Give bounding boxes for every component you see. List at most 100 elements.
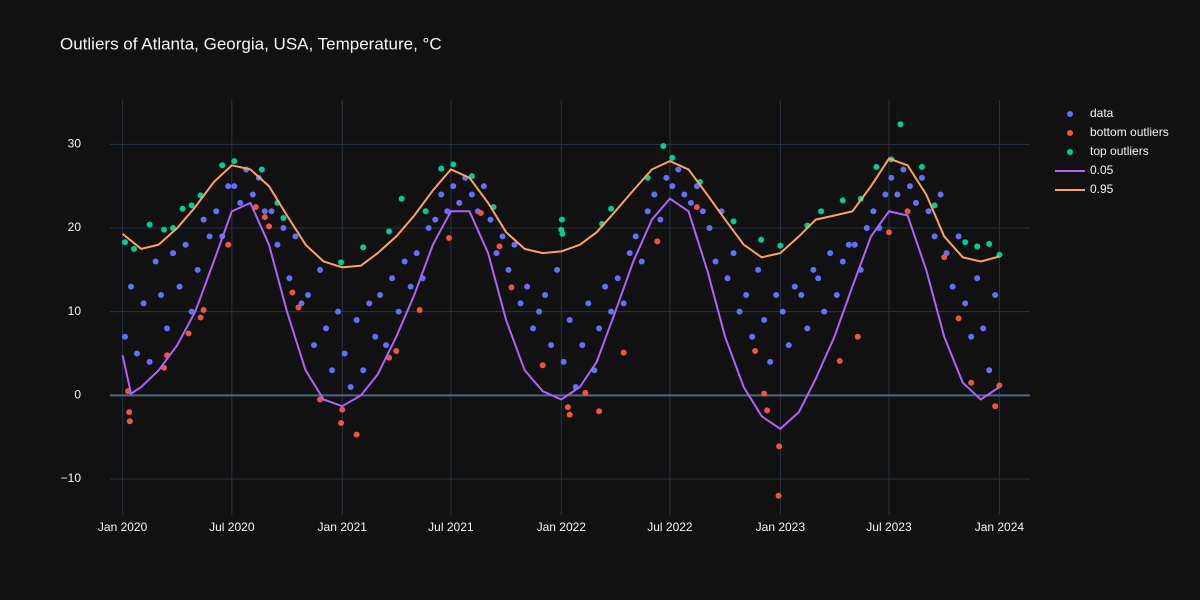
point: [347, 383, 354, 390]
point: [176, 283, 183, 290]
x-tick-label: Jul 2020: [209, 520, 255, 534]
point: [821, 308, 828, 315]
point: [918, 174, 925, 181]
point: [266, 223, 273, 230]
point: [225, 241, 232, 248]
point: [761, 317, 768, 324]
legend-label: 0.05: [1090, 163, 1114, 177]
point: [298, 300, 305, 307]
point: [158, 291, 165, 298]
quantile-line: [121, 197, 1000, 431]
point: [992, 403, 999, 410]
point: [432, 216, 439, 223]
point: [854, 333, 861, 340]
point: [413, 250, 420, 257]
point: [261, 214, 268, 221]
point: [566, 317, 573, 324]
point: [438, 191, 445, 198]
x-tick-label: Jul 2022: [647, 520, 693, 534]
point: [200, 307, 207, 314]
point: [422, 208, 429, 215]
point: [810, 266, 817, 273]
point: [261, 208, 268, 215]
point: [863, 225, 870, 232]
point: [986, 240, 993, 247]
y-tick-label: −10: [61, 471, 82, 485]
point: [815, 275, 822, 282]
y-tick-label: 20: [68, 220, 82, 234]
point: [317, 266, 324, 273]
point: [620, 349, 627, 356]
point: [925, 208, 932, 215]
point: [900, 166, 907, 173]
point: [974, 275, 981, 282]
point: [992, 291, 999, 298]
point: [566, 411, 573, 418]
point: [962, 300, 969, 307]
point: [386, 228, 393, 235]
x-tick-label: Jan 2020: [98, 520, 148, 534]
point: [931, 202, 938, 209]
point: [219, 162, 226, 169]
point: [329, 367, 336, 374]
point: [182, 241, 189, 248]
point: [360, 367, 367, 374]
point: [206, 233, 213, 240]
point: [968, 333, 975, 340]
point: [699, 208, 706, 215]
point: [827, 250, 834, 257]
point: [146, 221, 153, 228]
legend-label: data: [1090, 106, 1114, 120]
point: [669, 183, 676, 190]
point: [188, 308, 195, 315]
point: [775, 492, 782, 499]
point: [477, 209, 484, 216]
legend-label: 0.95: [1090, 182, 1114, 196]
point: [602, 283, 609, 290]
point: [693, 183, 700, 190]
point: [548, 342, 555, 349]
point: [280, 214, 287, 221]
point: [836, 358, 843, 365]
point: [986, 367, 993, 374]
point: [393, 348, 400, 355]
point: [596, 408, 603, 415]
point: [839, 197, 846, 204]
point: [258, 166, 265, 173]
point: [706, 225, 713, 232]
point: [654, 238, 661, 245]
point: [596, 325, 603, 332]
x-tick-label: Jan 2023: [756, 520, 806, 534]
point: [785, 342, 792, 349]
point: [353, 317, 360, 324]
point: [941, 254, 948, 261]
point: [791, 283, 798, 290]
point: [194, 266, 201, 273]
point: [644, 208, 651, 215]
x-tick-label: Jan 2021: [318, 520, 368, 534]
y-tick-label: 10: [68, 304, 82, 318]
point: [530, 325, 537, 332]
point: [897, 121, 904, 128]
point: [888, 174, 895, 181]
x-tick-label: Jul 2021: [428, 520, 474, 534]
legend-label: bottom outliers: [1090, 125, 1169, 139]
point: [779, 308, 786, 315]
x-tick-label: Jul 2023: [866, 520, 912, 534]
point: [761, 390, 768, 397]
point: [758, 236, 765, 243]
point: [614, 275, 621, 282]
point: [152, 258, 159, 265]
point: [585, 300, 592, 307]
point: [560, 358, 567, 365]
point: [126, 409, 133, 416]
point: [292, 233, 299, 240]
point: [818, 208, 825, 215]
point: [268, 208, 275, 215]
point: [353, 431, 360, 438]
point: [416, 307, 423, 314]
legend-swatch: [1067, 111, 1073, 117]
point: [274, 241, 281, 248]
y-tick-label: 30: [68, 137, 82, 151]
